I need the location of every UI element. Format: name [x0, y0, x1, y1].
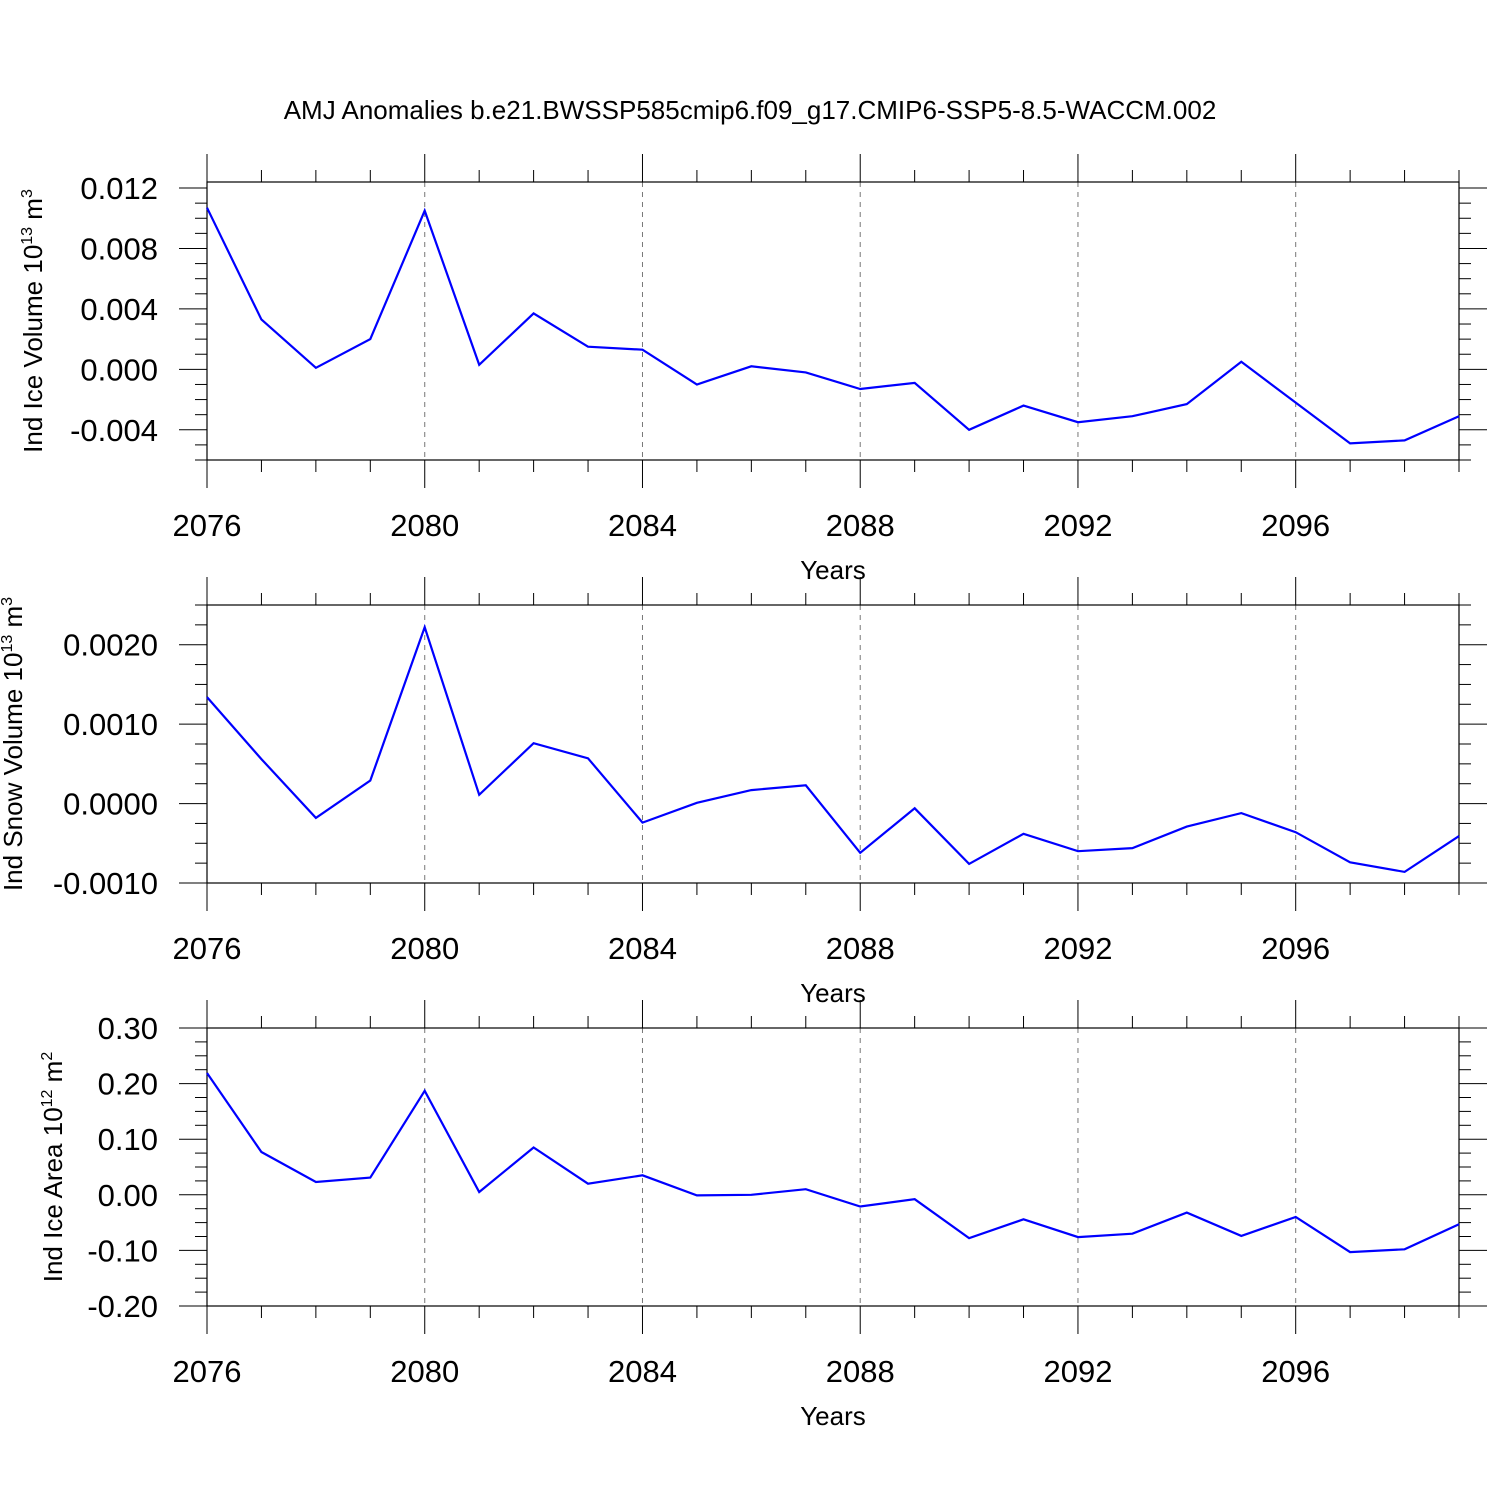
y-tick-label: 0.0020 [63, 628, 158, 663]
x-tick-label: 2096 [1261, 931, 1330, 966]
x-tick-label: 2076 [173, 931, 242, 966]
x-tick-label: 2092 [1043, 931, 1112, 966]
y-tick-label: 0.0010 [63, 707, 158, 742]
y-tick-label: 0.30 [98, 1011, 158, 1046]
x-axis-label: Years [800, 978, 866, 1008]
panel-1: 2076 2080 2084 2088 2092 2096 Years -0.004 0.000… [18, 154, 1487, 585]
x-tick-label: 2084 [608, 1354, 677, 1389]
y-tick-label: -0.20 [87, 1289, 158, 1324]
y-tick-label: 0.012 [80, 171, 158, 206]
x-tick-label: 2080 [390, 508, 459, 543]
x-tick-label: 2092 [1043, 508, 1112, 543]
y-tick-label: 0.20 [98, 1067, 158, 1102]
y-tick-label: -0.10 [87, 1233, 158, 1268]
plot-frame [206, 1027, 1460, 1307]
series-line [206, 207, 1460, 445]
x-tick-label: 2088 [826, 1354, 895, 1389]
x-axis-label: Years [800, 1401, 866, 1431]
y-tick-label: -0.004 [70, 413, 158, 448]
y-axis-label: Ind Ice Area 1012 m2 [38, 1052, 68, 1283]
x-axis-label: Years [800, 555, 866, 585]
x-tick-label: 2096 [1261, 1354, 1330, 1389]
panel-2: 2076 2080 2084 2088 2092 2096 Years -0.0010 0.00… [0, 577, 1487, 1008]
chart-title: AMJ Anomalies b.e21.BWSSP585cmip6.f09_g1… [284, 95, 1217, 125]
x-tick-label: 2088 [826, 931, 895, 966]
x-tick-label: 2084 [608, 508, 677, 543]
y-axis-label: Ind Snow Volume 1013 m3 [0, 597, 28, 891]
series-line [206, 623, 1460, 874]
x-tick-label: 2080 [390, 1354, 459, 1389]
panels: 2076 2080 2084 2088 2092 2096Years-0.0040.000… [0, 154, 1487, 1431]
x-tick-label: 2076 [173, 508, 242, 543]
series-line [206, 1072, 1460, 1254]
y-tick-label: 0.000 [80, 352, 158, 387]
y-tick-label: 0.004 [80, 292, 158, 327]
y-tick-label: 0.008 [80, 231, 158, 266]
y-tick-label: 0.0000 [63, 787, 158, 822]
panel-3: 2076 2080 2084 2088 2092 2096 Years -0.20 -0.10 0… [38, 1000, 1487, 1431]
x-tick-label: 2076 [173, 1354, 242, 1389]
x-tick-label: 2080 [390, 931, 459, 966]
x-tick-label: 2088 [826, 508, 895, 543]
x-tick-label: 2084 [608, 931, 677, 966]
x-tick-label: 2096 [1261, 508, 1330, 543]
plot-frame [206, 181, 1460, 461]
y-tick-label: -0.0010 [53, 866, 158, 901]
y-tick-label: 0.10 [98, 1122, 158, 1157]
y-tick-label: 0.00 [98, 1178, 158, 1213]
plot-frame [206, 604, 1460, 884]
y-axis-label: Ind Ice Volume 1013 m3 [18, 189, 48, 453]
x-tick-label: 2092 [1043, 1354, 1112, 1389]
